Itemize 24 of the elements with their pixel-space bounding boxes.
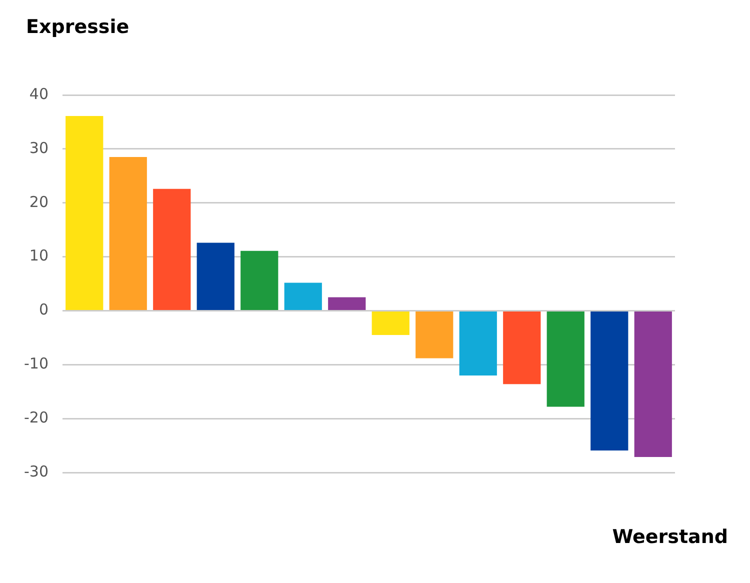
bar bbox=[284, 282, 322, 310]
bar bbox=[590, 312, 628, 450]
y-axis-title: Expressie bbox=[26, 16, 130, 38]
bar bbox=[503, 312, 541, 384]
y-tick-label: 20 bbox=[29, 192, 48, 211]
bar bbox=[459, 312, 497, 376]
bar bbox=[240, 250, 278, 310]
bar bbox=[372, 312, 410, 336]
y-tick-label: 10 bbox=[29, 246, 48, 265]
bar bbox=[153, 188, 191, 310]
bar bbox=[546, 312, 584, 407]
y-tick-label: 30 bbox=[29, 138, 48, 157]
y-tick-label: 0 bbox=[38, 300, 48, 319]
y-tick-label: -10 bbox=[24, 354, 48, 373]
y-tick-label: -30 bbox=[24, 462, 48, 480]
y-tick-label: 40 bbox=[29, 84, 48, 103]
bar bbox=[416, 312, 454, 358]
x-axis-title: Weerstand bbox=[612, 526, 728, 548]
bar bbox=[328, 297, 366, 310]
bar bbox=[109, 157, 147, 310]
bar bbox=[66, 116, 104, 310]
bar bbox=[196, 242, 234, 310]
y-tick-label: -20 bbox=[24, 408, 48, 427]
bar bbox=[634, 312, 672, 457]
